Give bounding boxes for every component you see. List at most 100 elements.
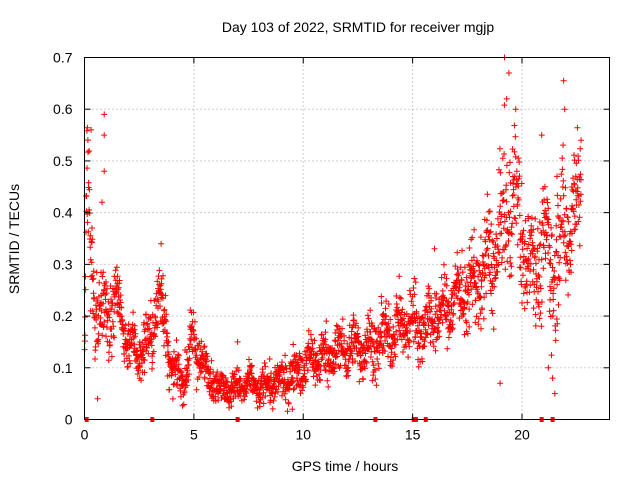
data-point: [214, 369, 221, 375]
data-point: [505, 229, 511, 236]
data-point: [501, 102, 508, 109]
data-point: [97, 302, 104, 309]
data-point: [509, 231, 515, 238]
data-point: [209, 393, 216, 400]
data-point: [577, 171, 584, 178]
data-point: [478, 325, 484, 332]
data-point: [362, 358, 369, 365]
data-point: [437, 314, 444, 321]
outlier-point: [549, 375, 556, 382]
outlier-point: [289, 406, 296, 413]
data-point: [577, 191, 584, 198]
data-point: [488, 307, 495, 314]
data-point: [506, 273, 513, 280]
data-point: [525, 241, 532, 248]
x-axis-label: GPS time / hours: [292, 458, 399, 474]
data-point: [553, 249, 560, 255]
data-point: [373, 382, 380, 389]
data-point: [538, 299, 545, 305]
y-tick-label: 0.4: [53, 205, 73, 221]
data-point: [86, 186, 93, 193]
data-point: [465, 261, 472, 268]
data-point: [463, 274, 470, 281]
data-point: [510, 192, 517, 198]
data-point: [256, 403, 263, 410]
x-tick-label: 5: [190, 427, 198, 443]
data-point: [551, 268, 558, 274]
data-point: [282, 352, 289, 359]
data-point: [100, 300, 107, 307]
data-point: [410, 285, 417, 291]
data-point: [547, 260, 554, 267]
data-point: [520, 272, 526, 279]
data-point: [349, 348, 355, 355]
data-point: [276, 371, 283, 378]
data-point: [412, 333, 419, 340]
data-point: [466, 245, 473, 251]
data-point: [406, 337, 413, 344]
data-point: [455, 287, 462, 294]
data-point: [138, 377, 145, 384]
data-point: [542, 207, 549, 214]
data-point: [186, 371, 192, 378]
data-point: [265, 383, 271, 390]
data-point: [471, 226, 478, 233]
data-point: [489, 237, 496, 244]
data-point: [461, 331, 468, 338]
data-point: [575, 218, 582, 225]
data-point: [498, 230, 505, 237]
data-point: [506, 214, 513, 221]
data-point: [488, 261, 495, 268]
data-point: [574, 124, 581, 131]
data-point: [477, 234, 484, 241]
data-point: [529, 242, 536, 249]
data-point: [554, 281, 561, 288]
data-point: [266, 356, 273, 362]
data-point: [460, 311, 467, 318]
data-point: [571, 152, 577, 159]
data-point: [241, 393, 248, 400]
data-point: [248, 370, 255, 377]
data-point: [331, 365, 338, 372]
data-point: [262, 393, 269, 400]
data-point: [571, 180, 577, 187]
data-point: [103, 279, 109, 285]
data-point: [364, 312, 371, 319]
data-point: [367, 354, 374, 360]
data-point: [528, 222, 535, 229]
data-point: [86, 148, 93, 154]
data-point: [489, 310, 496, 317]
data-point: [547, 283, 553, 290]
data-point: [375, 324, 382, 331]
data-point: [405, 354, 412, 361]
data-point: [341, 332, 348, 339]
data-point: [260, 389, 267, 396]
data-point: [183, 382, 190, 389]
data-point: [415, 340, 422, 347]
data-point: [532, 322, 539, 329]
data-point: [166, 386, 173, 393]
data-point: [106, 314, 113, 321]
data-point: [480, 315, 487, 322]
data-point: [549, 231, 555, 238]
data-point: [565, 218, 572, 225]
data-point: [274, 388, 281, 395]
y-tick-label: 0: [65, 412, 73, 428]
data-point: [173, 357, 180, 364]
data-point: [425, 322, 432, 329]
data-point: [507, 254, 514, 261]
data-point: [357, 352, 364, 359]
data-point: [562, 249, 569, 256]
chart-title: Day 103 of 2022, SRMTID for receiver mgj…: [222, 19, 495, 35]
data-point: [421, 320, 428, 326]
data-point: [437, 307, 444, 314]
data-point: [519, 233, 526, 240]
data-point: [377, 328, 384, 335]
data-point: [352, 358, 359, 365]
data-point: [466, 323, 473, 330]
data-point: [549, 264, 556, 271]
data-point: [432, 347, 439, 354]
data-point: [208, 357, 215, 364]
data-point: [193, 386, 200, 393]
data-point: [144, 321, 151, 328]
